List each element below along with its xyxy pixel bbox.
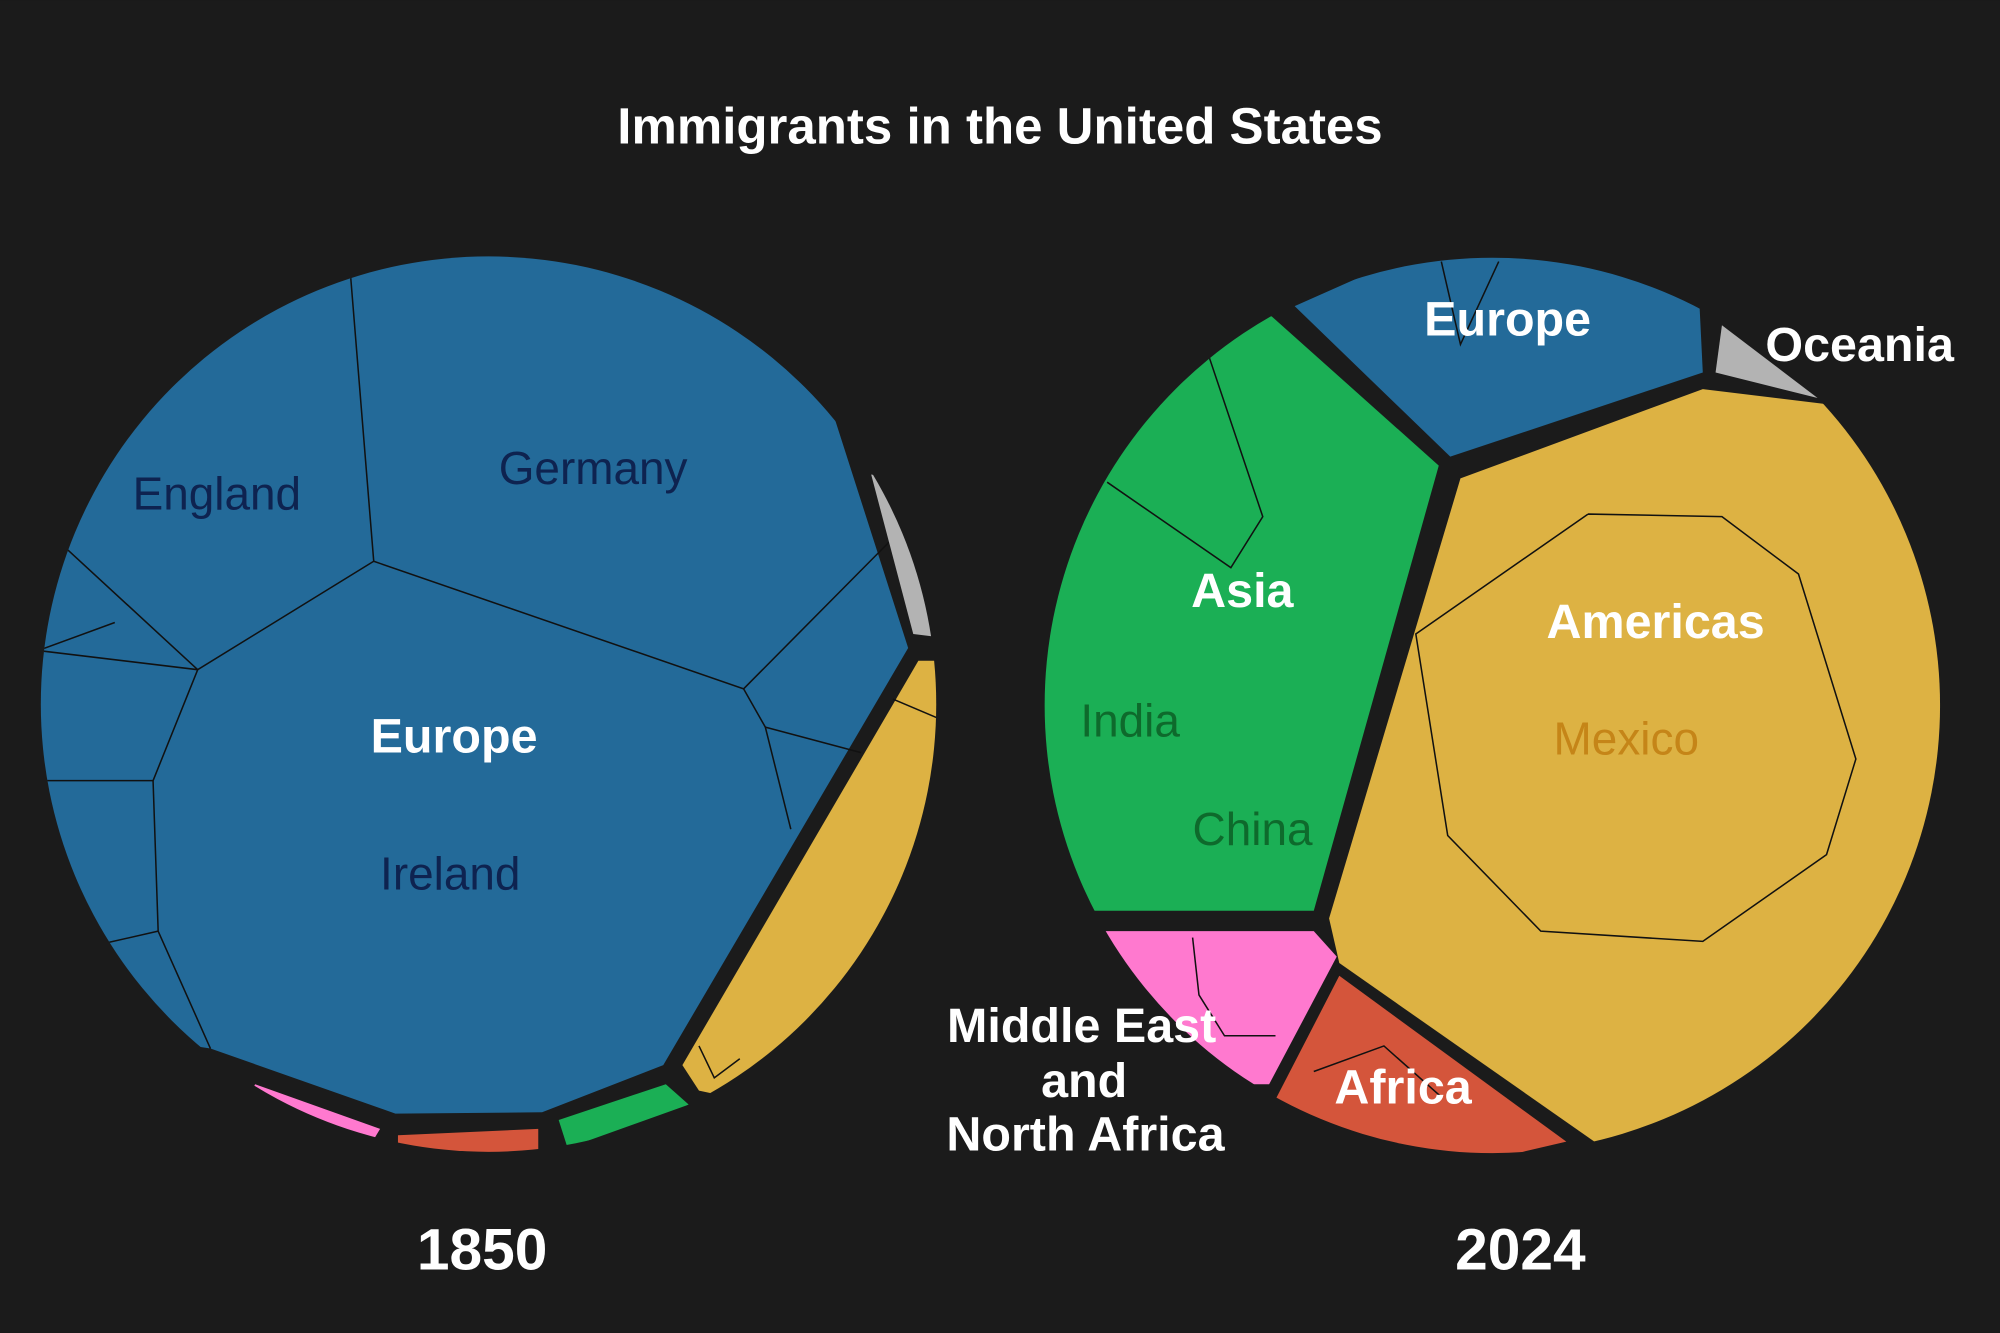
year-label: 1850	[417, 1217, 548, 1282]
country-label: India	[1080, 695, 1180, 747]
region-label: Americas	[1547, 595, 1765, 649]
cell-line	[1440, 261, 1500, 347]
region-americas	[1329, 389, 1941, 1154]
cell-line	[1191, 937, 1276, 1037]
region-label: Oceania	[1765, 318, 1955, 372]
region-label: Europe	[371, 710, 538, 764]
region-europe	[1294, 257, 1703, 457]
region-label: Middle East	[947, 999, 1216, 1053]
region-label: Europe	[1424, 293, 1591, 347]
country-label: Ireland	[380, 848, 520, 900]
country-label: Mexico	[1554, 713, 1699, 765]
region-label: North Africa	[946, 1108, 1225, 1162]
title: Immigrants in the United States	[617, 98, 1382, 155]
region-mena	[248, 1084, 381, 1142]
region-africa	[397, 1128, 539, 1152]
region-europe	[40, 256, 909, 1114]
country-label: Germany	[499, 442, 688, 494]
region-oceania	[1715, 325, 1818, 399]
region-label: Asia	[1191, 564, 1294, 618]
region-label: and	[1041, 1054, 1127, 1108]
cell-line	[1313, 1045, 1442, 1098]
country-label: England	[133, 468, 301, 520]
cell-line	[698, 1045, 741, 1080]
cell-line	[765, 726, 862, 754]
cell-line	[1414, 513, 1857, 943]
year-label: 2024	[1455, 1217, 1586, 1282]
region-label: Africa	[1334, 1060, 1472, 1114]
cell-line	[65, 278, 375, 671]
country-label: China	[1193, 803, 1313, 855]
region-asia	[558, 1084, 689, 1149]
cell-line	[101, 930, 159, 945]
cell-line	[40, 621, 198, 671]
cell-line	[1106, 356, 1264, 569]
cell-line	[152, 669, 212, 1049]
cell-line	[892, 698, 937, 722]
